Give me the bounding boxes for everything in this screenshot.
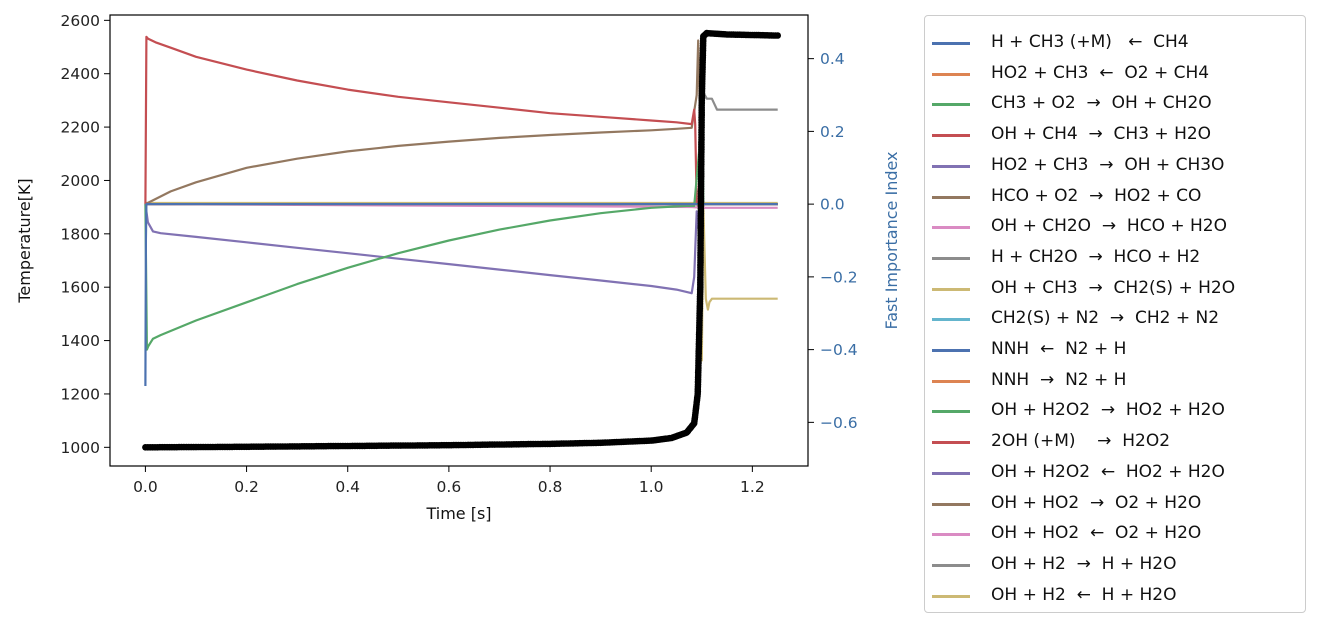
legend-swatch xyxy=(932,287,970,291)
left-y-tick-label: 1000 xyxy=(61,439,100,457)
axes-frame xyxy=(109,14,809,467)
legend-label: OH + CH2O → HCO + H2O xyxy=(991,216,1227,237)
legend-label: CH2(S) + N2 → CH2 + N2 xyxy=(991,308,1220,329)
legend-swatch xyxy=(932,379,970,383)
series-line-4 xyxy=(144,35,778,206)
temperature-line xyxy=(142,30,781,450)
x-tick-label: 1.0 xyxy=(639,478,664,496)
legend-swatch xyxy=(932,349,970,352)
legend-label: OH + H2 ← H + H2O xyxy=(991,584,1177,605)
series-line-7 xyxy=(145,203,778,209)
legend-label: H + CH2O → HCO + H2 xyxy=(991,246,1201,267)
legend-swatch xyxy=(932,256,970,260)
legend-swatch xyxy=(932,563,970,567)
left-y-tick-label: 1400 xyxy=(61,332,100,350)
right-y-axis-label: Fast Importance Index xyxy=(882,151,901,329)
series-line-9 xyxy=(145,203,778,362)
right-y-tick-label: 0.2 xyxy=(820,123,845,141)
x-tick-label: 0.6 xyxy=(437,478,462,496)
legend-label: OH + H2O2 → HO2 + H2O xyxy=(991,400,1225,421)
right-y-tick-label: 0.4 xyxy=(820,50,845,68)
legend-swatch xyxy=(932,502,970,506)
legend-label: NNH ← N2 + H xyxy=(991,339,1127,359)
legend-label: 2OH (+M) → H2O2 xyxy=(991,431,1171,452)
legend-label: CH3 + O2 → OH + CH2O xyxy=(991,93,1212,114)
legend-label: OH + CH3 → CH2(S) + H2O xyxy=(991,277,1236,298)
legend-label: HO2 + CH3 ← O2 + CH4 xyxy=(991,62,1210,83)
x-tick-label: 0.2 xyxy=(234,478,259,496)
legend-swatch xyxy=(932,441,970,445)
legend-label: OH + H2 → H + H2O xyxy=(991,553,1177,574)
left-y-tick-label: 2600 xyxy=(61,12,100,30)
x-tick-label: 1.2 xyxy=(740,478,765,496)
right-y-axis-ticks: −0.6 −0.4 −0.2 0.0 0.2 0.4 xyxy=(808,50,858,432)
legend-label: HO2 + CH3 → OH + CH3O xyxy=(991,154,1225,175)
legend-swatch xyxy=(932,164,970,168)
left-y-axis-ticks: 1000 1200 1400 1600 1800 2000 2200 2400 2600 xyxy=(61,12,110,457)
legend-label: H + CH3 (+M) ← CH4 xyxy=(991,32,1189,52)
x-tick-label: 0.0 xyxy=(133,478,158,496)
temperature-marker xyxy=(774,32,781,39)
series-line-5 xyxy=(144,203,778,295)
legend: H + CH3 (+M) ← CH4 HO2 + CH3 ← O2 + CH4 CH… xyxy=(924,15,1306,613)
legend-swatch xyxy=(932,318,970,322)
x-tick-label: 0.8 xyxy=(538,478,563,496)
legend-label: OH + HO2 ← O2 + H2O xyxy=(991,523,1202,544)
legend-swatch xyxy=(932,195,970,199)
legend-swatch xyxy=(932,226,970,230)
series-line-1 xyxy=(144,203,778,387)
x-axis-ticks: 0.0 0.2 0.4 0.6 0.8 1.0 1.2 xyxy=(133,466,765,496)
left-y-tick-label: 1200 xyxy=(61,385,100,403)
legend-swatch xyxy=(932,42,970,45)
right-y-tick-label: −0.2 xyxy=(820,268,858,286)
legend-swatch xyxy=(932,103,970,107)
x-tick-label: 0.4 xyxy=(335,478,360,496)
right-y-tick-label: −0.4 xyxy=(820,341,858,359)
legend-label: HCO + O2 → HO2 + CO xyxy=(991,185,1202,206)
right-y-tick-label: −0.6 xyxy=(820,414,858,432)
legend-swatch xyxy=(932,594,970,598)
series-line-3 xyxy=(144,46,778,351)
legend-swatch xyxy=(932,471,970,475)
legend-swatch xyxy=(932,72,970,76)
left-y-axis-label: Temperature[K] xyxy=(15,178,34,303)
legend-label: OH + HO2 → O2 + H2O xyxy=(991,492,1202,513)
x-axis-label: Time [s] xyxy=(425,504,491,523)
legend-label: OH + H2O2 ← HO2 + H2O xyxy=(991,461,1225,482)
series-line-6 xyxy=(144,39,778,206)
right-y-tick-label: 0.0 xyxy=(820,196,845,214)
temperature-layer xyxy=(142,29,781,451)
left-y-tick-label: 2000 xyxy=(61,172,100,190)
legend-swatch xyxy=(932,134,970,138)
left-y-tick-label: 2400 xyxy=(61,65,100,83)
left-y-tick-label: 2200 xyxy=(61,119,100,137)
legend-label: OH + CH4 → CH3 + H2O xyxy=(991,124,1212,145)
series-layer xyxy=(144,35,778,387)
legend-label: NNH → N2 + H xyxy=(991,369,1127,390)
legend-swatch xyxy=(932,533,970,537)
legend-swatch xyxy=(932,410,970,414)
left-y-tick-label: 1600 xyxy=(61,279,100,297)
left-y-tick-label: 1800 xyxy=(61,225,100,243)
